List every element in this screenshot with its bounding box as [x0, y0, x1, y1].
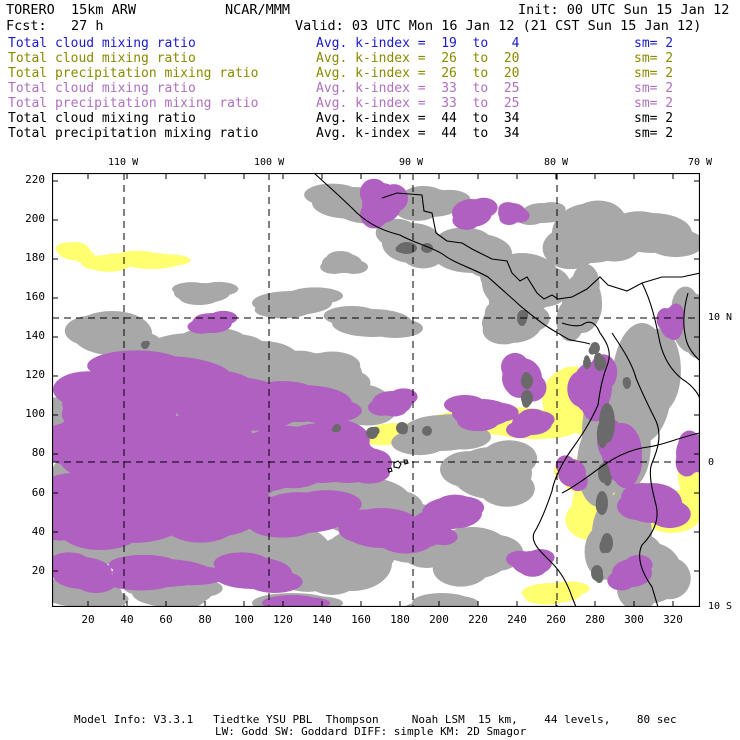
org-label: NCAR/MMM	[225, 2, 291, 18]
galapagos	[387, 459, 409, 473]
field-name: Total precipitation mixing ratio	[8, 66, 259, 81]
legend-row: Total cloud mixing ratio	[8, 82, 196, 96]
tick-marks	[52, 173, 700, 607]
lat-label: 0	[708, 457, 715, 468]
legend-row: Total precipitation mixing ratio	[8, 67, 258, 81]
field-name: Total cloud mixing ratio	[8, 51, 196, 66]
legend-row: Total cloud mixing ratio	[8, 112, 196, 126]
x-tick-label: 220	[468, 613, 488, 626]
x-tick-label: 180	[390, 613, 410, 626]
physics-info: LW: Godd SW: Goddard DIFF: simple KM: 2D…	[215, 725, 527, 738]
smoothing-value: sm= 2	[634, 66, 674, 81]
field-name: Total cloud mixing ratio	[8, 36, 196, 51]
field-name: Total cloud mixing ratio	[8, 111, 196, 126]
lon-label: 90 W	[399, 157, 424, 168]
smoothing-value: sm= 2	[634, 126, 674, 141]
legend-row: Total cloud mixing ratio	[8, 52, 196, 66]
lon-label: 70 W	[688, 157, 713, 168]
x-tick-label: 120	[273, 613, 293, 626]
purple-field	[52, 178, 700, 607]
x-tick-label: 320	[663, 613, 683, 626]
model-title: TORERO 15km ARW	[6, 2, 137, 18]
k-index-range: Avg. k-index = 33 to 25	[316, 81, 520, 96]
y-tick-label: 100	[25, 407, 45, 420]
y-tick-label: 220	[25, 173, 45, 186]
panama-colombia-coast	[532, 321, 610, 607]
coastlines	[313, 173, 700, 607]
lon-label: 100 W	[254, 157, 285, 168]
legend-row: Total precipitation mixing ratio	[8, 127, 258, 141]
lat-label: 10 N	[708, 312, 733, 323]
y-tick-label: 200	[25, 212, 45, 225]
y-tick-label: 140	[25, 329, 45, 342]
smoothing-value: sm= 2	[634, 111, 674, 126]
legend-row: Total cloud mixing ratio	[8, 37, 196, 51]
k-index-range: Avg. k-index = 44 to 34	[316, 111, 520, 126]
k-index-range: Avg. k-index = 33 to 25	[316, 96, 520, 111]
lon-label: 80 W	[544, 157, 569, 168]
y-tick-label: 60	[31, 486, 45, 499]
legend-row: Total precipitation mixing ratio	[8, 97, 258, 111]
map-frame	[52, 173, 700, 607]
x-tick-label: 140	[312, 613, 332, 626]
x-tick-label: 240	[507, 613, 527, 626]
graticule	[52, 173, 700, 607]
x-tick-label: 20	[81, 613, 95, 626]
k-index-range: Avg. k-index = 19 to 4	[316, 36, 520, 51]
smoothing-value: sm= 2	[634, 36, 674, 51]
x-tick-label: 60	[159, 613, 173, 626]
k-index-range: Avg. k-index = 44 to 34	[316, 126, 520, 141]
y-tick-label: 40	[31, 525, 45, 538]
x-tick-label: 160	[351, 613, 371, 626]
valid-time: Valid: 03 UTC Mon 16 Jan 12 (21 CST Sun …	[295, 18, 702, 34]
y-tick-label: 120	[25, 368, 45, 381]
x-tick-label: 200	[429, 613, 449, 626]
x-tick-label: 280	[585, 613, 605, 626]
y-tick-label: 160	[25, 290, 45, 303]
smoothing-value: sm= 2	[634, 81, 674, 96]
init-time: Init: 00 UTC Sun 15 Jan 12	[518, 2, 730, 18]
central-america-coast	[313, 173, 591, 345]
k-index-range: Avg. k-index = 26 to 20	[316, 51, 520, 66]
y-tick-label: 80	[31, 446, 45, 459]
field-name: Total precipitation mixing ratio	[8, 96, 259, 111]
andes-border-b	[561, 432, 700, 494]
lon-label: 110 W	[108, 157, 139, 168]
smoothing-value: sm= 2	[634, 51, 674, 66]
y-tick-label: 20	[31, 564, 45, 577]
y-tick-label: 180	[25, 251, 45, 264]
x-tick-label: 260	[546, 613, 566, 626]
field-name: Total cloud mixing ratio	[8, 81, 196, 96]
field-name: Total precipitation mixing ratio	[8, 126, 259, 141]
cloud-map	[52, 173, 700, 607]
border-north	[641, 282, 700, 400]
x-tick-label: 80	[198, 613, 212, 626]
k-index-range: Avg. k-index = 26 to 20	[316, 66, 520, 81]
border-east	[683, 292, 700, 362]
x-tick-label: 40	[120, 613, 134, 626]
andes-border-a	[611, 332, 660, 607]
model-info: Model Info: V3.3.1 Tiedtke YSU PBL Thomp…	[74, 713, 677, 726]
x-tick-label: 100	[234, 613, 254, 626]
smoothing-value: sm= 2	[634, 96, 674, 111]
forecast-hour: Fcst: 27 h	[6, 18, 104, 34]
lat-label: 10 S	[708, 601, 733, 612]
x-tick-label: 300	[624, 613, 644, 626]
caribbean-coast	[381, 192, 700, 300]
